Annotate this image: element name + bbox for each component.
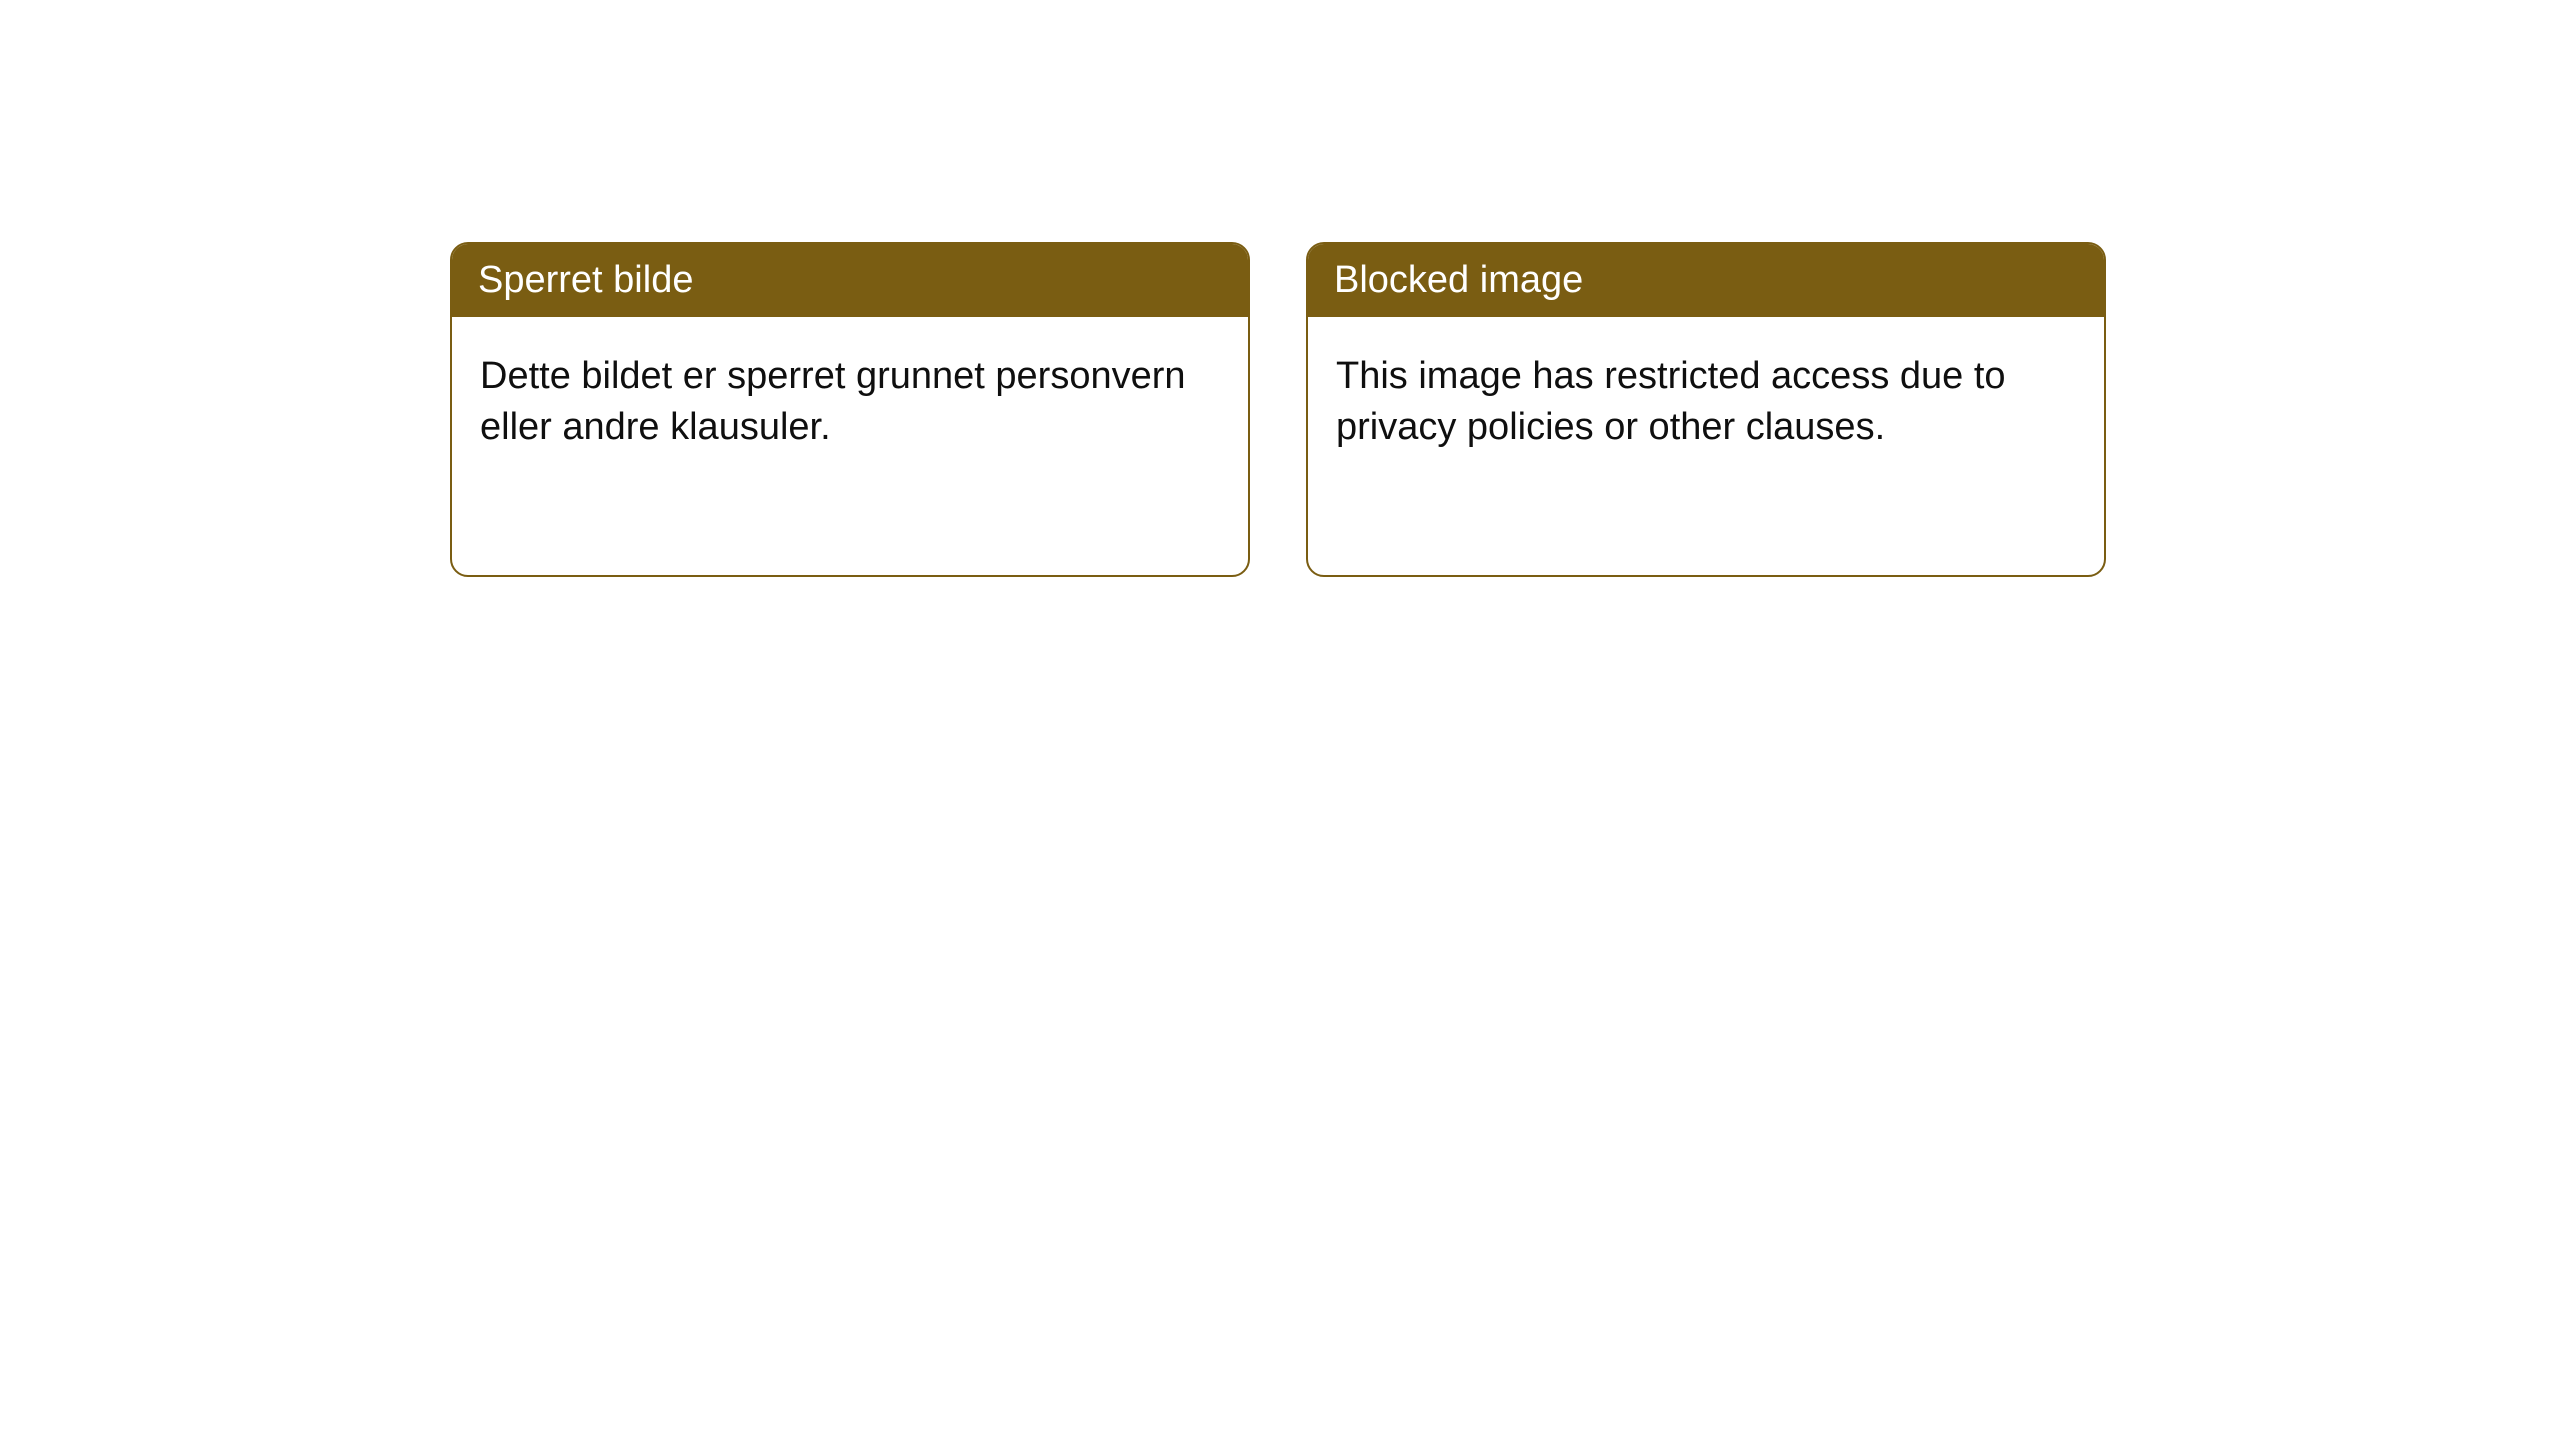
notice-card-english: Blocked image This image has restricted … xyxy=(1306,242,2106,577)
notice-title-norwegian: Sperret bilde xyxy=(452,244,1248,317)
notice-body-english: This image has restricted access due to … xyxy=(1308,317,2104,488)
notice-container: Sperret bilde Dette bildet er sperret gr… xyxy=(450,242,2106,577)
notice-card-norwegian: Sperret bilde Dette bildet er sperret gr… xyxy=(450,242,1250,577)
notice-body-norwegian: Dette bildet er sperret grunnet personve… xyxy=(452,317,1248,488)
notice-title-english: Blocked image xyxy=(1308,244,2104,317)
